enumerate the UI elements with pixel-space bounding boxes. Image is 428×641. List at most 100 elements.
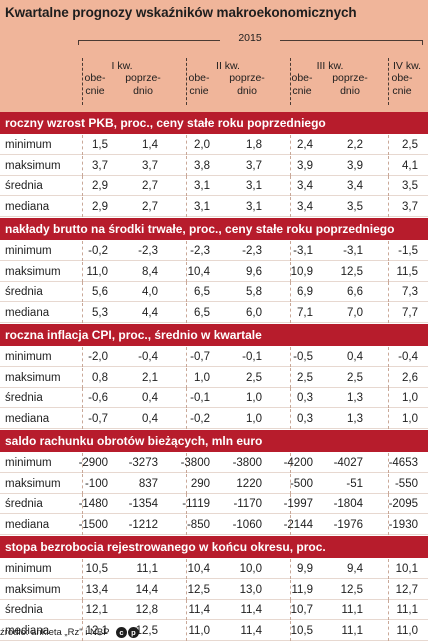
column-separator xyxy=(388,620,389,641)
table-cell: 3,1 xyxy=(246,180,262,192)
table-cell: 12,1 xyxy=(85,624,108,637)
column-separator xyxy=(82,620,83,641)
table-cell: 3,4 xyxy=(347,180,363,192)
table-cell: -1997 xyxy=(283,498,313,510)
column-separator xyxy=(388,388,389,408)
table-cell: -2144 xyxy=(283,518,313,531)
table-cell: -3800 xyxy=(232,457,262,469)
table-cell: 2,5 xyxy=(347,371,363,384)
table-cell: 11,1 xyxy=(341,604,363,616)
logo-c-icon: c xyxy=(115,627,127,638)
table-cell: 0,4 xyxy=(142,412,158,425)
table-cell: -51 xyxy=(346,477,363,490)
table-cell: 1,0 xyxy=(402,412,418,425)
table-cell: 3,7 xyxy=(246,159,262,172)
column-separator xyxy=(82,367,83,388)
table-cell: -1,5 xyxy=(398,245,418,257)
table-cell: 12,5 xyxy=(135,624,158,637)
column-separator xyxy=(82,176,83,196)
table-cell: -2095 xyxy=(388,498,418,510)
table-cell: 10,5 xyxy=(85,563,108,575)
table-cell: 13,0 xyxy=(239,583,262,596)
column-separator xyxy=(186,241,187,261)
table-cell: 12,8 xyxy=(135,604,158,616)
table-cell: 13,4 xyxy=(85,583,108,596)
column-header-previous: poprze-dnio xyxy=(229,72,265,97)
table-cell: 3,1 xyxy=(194,180,210,192)
table-cell: 1,0 xyxy=(402,392,418,404)
table-row: minimum -2,0 -0,4 -0,7 -0,1 -0,5 0,4 -0,4 xyxy=(0,347,428,367)
table-cell: 11,4 xyxy=(240,624,262,637)
table-row: maksimum 0,8 2,1 1,0 2,5 2,5 2,5 2,6 xyxy=(0,367,428,388)
column-separator xyxy=(186,559,187,579)
column-header-current: obe-cnie xyxy=(291,72,313,97)
table-row: średnia 12,1 12,8 11,4 11,4 10,7 11,1 11,1 xyxy=(0,600,428,620)
table-row: maksimum 13,4 14,4 12,5 13,0 11,9 12,5 12,7 xyxy=(0,579,428,600)
column-separator xyxy=(82,196,83,217)
row-label: średnia xyxy=(5,286,43,298)
table-cell: 2,9 xyxy=(92,180,108,192)
copyright-logo: c p xyxy=(115,627,140,638)
table-row: minimum -2900 -3273 -3800 -3800 -4200 -4027 -46… xyxy=(0,453,428,473)
column-separator xyxy=(186,514,187,535)
column-header-current: obe-cnie xyxy=(391,72,413,97)
table-cell: 6,5 xyxy=(194,286,210,298)
table-cell: -1060 xyxy=(232,518,262,531)
column-separator xyxy=(186,494,187,514)
table-cell: 11,1 xyxy=(341,624,363,637)
table-cell: 10,4 xyxy=(187,265,210,278)
column-separator xyxy=(388,241,389,261)
table-cell: 2,7 xyxy=(142,180,158,192)
table-cell: -0,2 xyxy=(88,245,108,257)
table-cell: 10,5 xyxy=(290,624,313,637)
row-label: mediana xyxy=(5,518,50,531)
table-cell: -3800 xyxy=(180,457,210,469)
quarter-separator xyxy=(186,58,187,105)
column-separator xyxy=(388,135,389,155)
table-cell: 11,1 xyxy=(136,563,158,575)
column-header-current: obe-cnie xyxy=(188,72,210,97)
row-label: średnia xyxy=(5,392,43,404)
column-separator xyxy=(290,155,291,176)
table-cell: -3,1 xyxy=(343,245,363,257)
column-separator xyxy=(82,155,83,176)
table-cell: 6,9 xyxy=(297,286,313,298)
column-separator xyxy=(388,473,389,494)
column-separator xyxy=(290,176,291,196)
column-separator xyxy=(388,494,389,514)
table-cell: 3,1 xyxy=(246,200,262,213)
row-label: maksimum xyxy=(5,159,61,172)
table-cell: 9,6 xyxy=(246,265,262,278)
table-row: średnia 2,9 2,7 3,1 3,1 3,4 3,4 3,5 xyxy=(0,176,428,196)
column-separator xyxy=(186,302,187,323)
column-separator xyxy=(388,261,389,282)
table-cell: -0,5 xyxy=(293,351,313,363)
quarter-separator xyxy=(82,58,83,105)
table-cell: 0,4 xyxy=(142,392,158,404)
table-cell: 7,3 xyxy=(402,286,418,298)
column-separator xyxy=(82,473,83,494)
row-label: maksimum xyxy=(5,265,61,278)
section-title: saldo rachunku obrotów bieżących, mln eu… xyxy=(0,430,428,452)
table-cell: 3,7 xyxy=(142,159,158,172)
table-cell: -1212 xyxy=(128,518,158,531)
table-cell: 0,3 xyxy=(297,392,313,404)
column-separator xyxy=(388,453,389,473)
table-cell: 1,0 xyxy=(246,412,262,425)
table-cell: 11,9 xyxy=(291,583,313,596)
column-separator xyxy=(82,135,83,155)
row-label: minimum xyxy=(5,139,52,151)
table-cell: 1,5 xyxy=(92,139,108,151)
table-cell: -0,2 xyxy=(190,412,210,425)
table-cell: 7,1 xyxy=(297,306,313,319)
table-cell: -0,1 xyxy=(242,351,262,363)
quarter-label: I kw. xyxy=(111,60,133,72)
column-separator xyxy=(186,282,187,302)
table-cell: 10,9 xyxy=(290,265,313,278)
column-separator xyxy=(186,620,187,641)
table-cell: -2,3 xyxy=(190,245,210,257)
table-row: minimum 10,5 11,1 10,4 10,0 9,9 9,4 10,1 xyxy=(0,559,428,579)
table-cell: -4653 xyxy=(388,457,418,469)
table-cell: 2,4 xyxy=(297,139,313,151)
table-row: mediana -0,7 0,4 -0,2 1,0 0,3 1,3 1,0 xyxy=(0,408,428,429)
